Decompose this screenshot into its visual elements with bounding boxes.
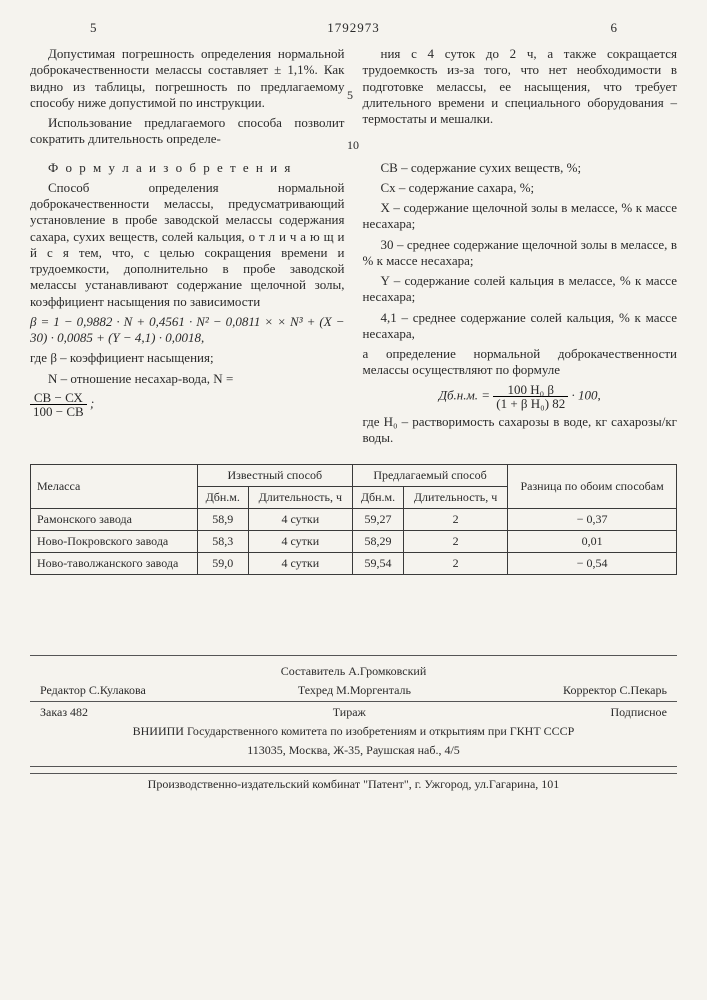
def: X – содержание щелочной золы в мелассе, …: [363, 200, 678, 233]
claims-block: Ф о р м у л а и з о б р е т е н и я Спос…: [30, 160, 677, 451]
results-table: Меласса Известный способ Предлагаемый сп…: [30, 464, 677, 575]
subscription: Подписное: [610, 705, 667, 720]
editor: Редактор С.Кулакова: [40, 683, 146, 698]
compiler: Составитель А.Громковский: [30, 664, 677, 679]
page-header: 5 1792973 6: [90, 20, 617, 36]
h0-def: где Н₀ – растворимость сахарозы в воде, …: [363, 414, 678, 447]
upper-right-col: ния с 4 суток до 2 ч, а также сокращаетс…: [363, 46, 678, 152]
press-line: Производственно-издательский комбинат "П…: [30, 773, 677, 792]
th-known: Известный способ: [197, 465, 352, 487]
th-dbn: Дбн.м.: [197, 487, 248, 509]
n-fraction: СВ − СХ 100 − СВ: [30, 391, 87, 418]
d-fraction: 100 Н₀ β (1 + β Н₀) 82: [493, 383, 568, 410]
def: 30 – среднее содержание щелочной золы в …: [363, 237, 678, 270]
table-row: Рамонского завода 58,9 4 сутки 59,27 2 −…: [31, 509, 677, 531]
para: Использование предлагаемого способа позв…: [30, 115, 345, 148]
table-row: Ново-таволжанского завода 59,0 4 сутки 5…: [31, 553, 677, 575]
table-body: Рамонского завода 58,9 4 сутки 59,27 2 −…: [31, 509, 677, 575]
beta-formula: β = 1 − 0,9882 · N + 0,4561 · N² − 0,081…: [30, 314, 345, 347]
org-addr: 113035, Москва, Ж-35, Раушская наб., 4/5: [30, 743, 677, 758]
th-proposed: Предлагаемый способ: [352, 465, 507, 487]
line-number: 5: [347, 88, 353, 103]
org: ВНИИПИ Государственного комитета по изоб…: [30, 724, 677, 739]
order-no: Заказ 482: [40, 705, 88, 720]
upper-left-col: Допустимая погрешность определения норма…: [30, 46, 345, 152]
d-formula: Дб.н.м. = 100 Н₀ β (1 + β Н₀) 82 · 100,: [363, 383, 678, 410]
print-run: Тираж: [333, 705, 366, 720]
th-dur: Длительность, ч: [248, 487, 352, 509]
imprint-footer: Составитель А.Громковский Редактор С.Кул…: [30, 655, 677, 767]
corrector: Корректор С.Пекарь: [563, 683, 667, 698]
def: Сх – содержание сахара, %;: [363, 180, 678, 196]
def: а определение нормальной доброкачественн…: [363, 346, 678, 379]
para: Допустимая погрешность определения норма…: [30, 46, 345, 111]
claims-title: Ф о р м у л а и з о б р е т е н и я: [30, 160, 345, 176]
table-row: Ново-Покровского завода 58,3 4 сутки 58,…: [31, 531, 677, 553]
def: Y – содержание солей кальция в мелассе, …: [363, 273, 678, 306]
th-dbn: Дбн.м.: [352, 487, 403, 509]
techred: Техред М.Моргенталь: [298, 683, 411, 698]
th-melassa: Меласса: [31, 465, 198, 509]
n-def: N – отношение несахар-вода, N =: [48, 371, 233, 386]
line-number: 10: [347, 138, 359, 153]
th-dur: Длительность, ч: [404, 487, 508, 509]
def: СВ – содержание сухих веществ, %;: [363, 160, 678, 176]
para: ния с 4 суток до 2 ч, а также сокращаетс…: [363, 46, 678, 127]
claims-left-col: Ф о р м у л а и з о б р е т е н и я Спос…: [30, 160, 345, 451]
upper-text-block: Допустимая погрешность определения норма…: [30, 46, 677, 152]
patent-number: 1792973: [97, 20, 611, 36]
col-num-right: 6: [611, 20, 618, 36]
claims-right-col: СВ – содержание сухих веществ, %; Сх – с…: [363, 160, 678, 451]
beta-def: где β – коэффициент насыщения;: [30, 350, 345, 366]
def: 4,1 – среднее содержание солей кальция, …: [363, 310, 678, 343]
th-diff: Разница по обоим способам: [508, 465, 677, 509]
claim-para: Способ определения нормальной доброкачес…: [30, 180, 345, 310]
